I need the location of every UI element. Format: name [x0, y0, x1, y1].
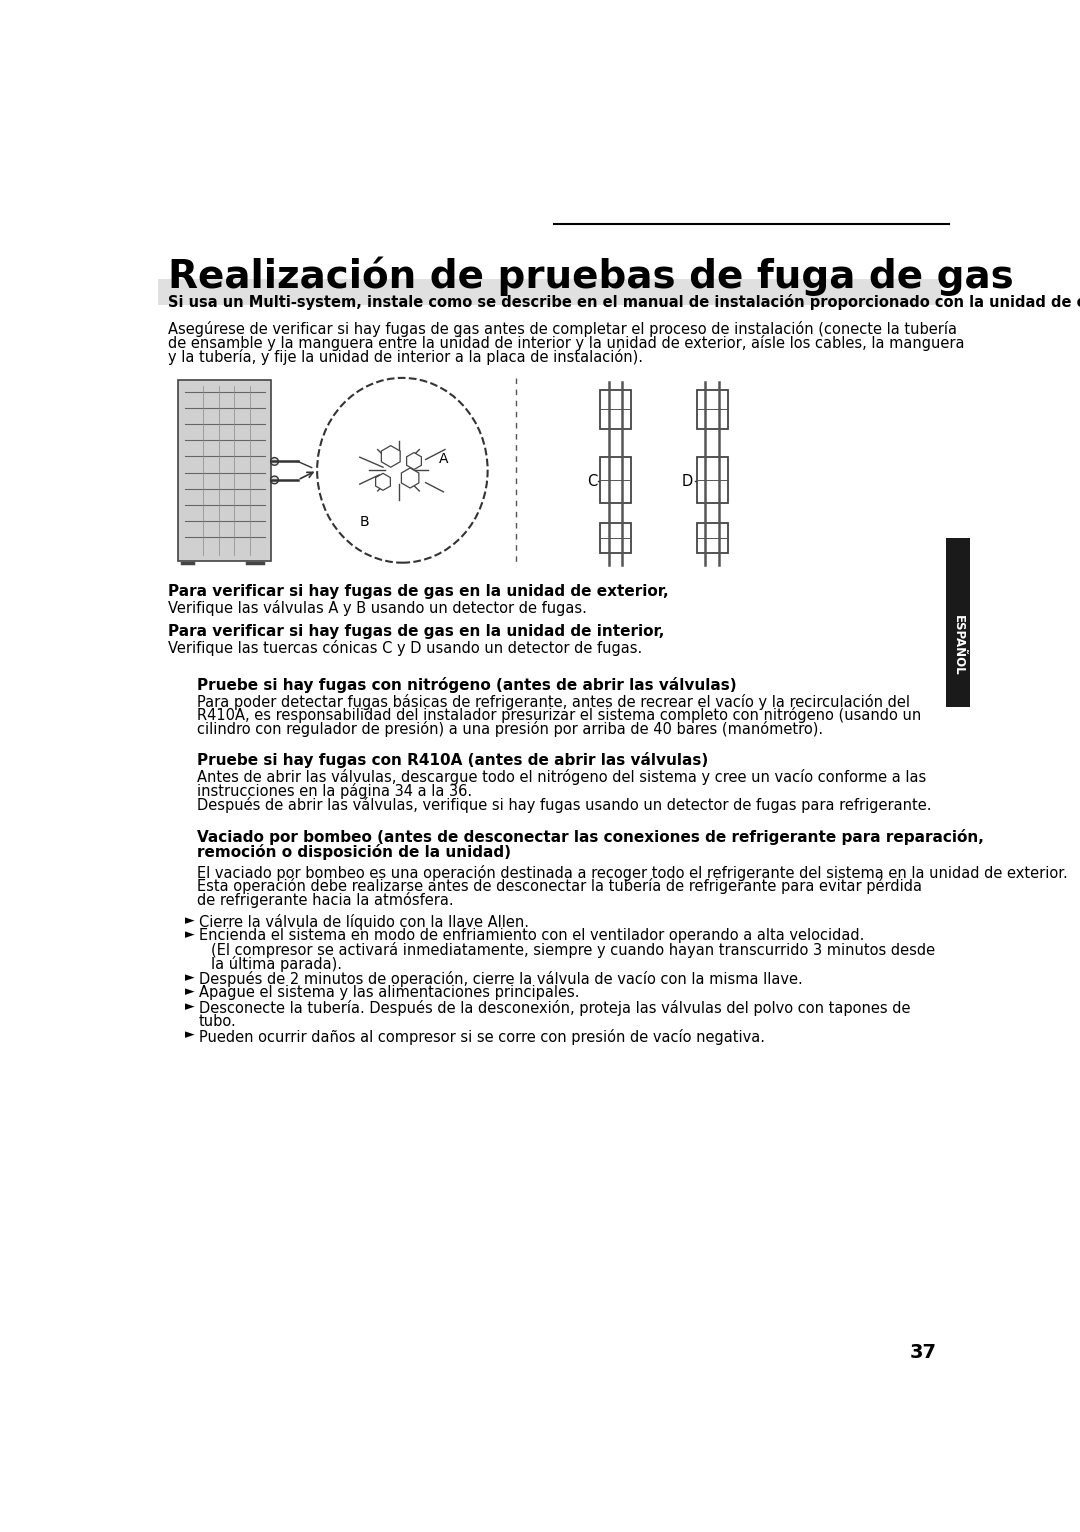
Polygon shape [402, 467, 419, 489]
Text: ►: ► [186, 985, 195, 999]
FancyBboxPatch shape [177, 380, 271, 561]
Text: Asegúrese de verificar si hay fugas de gas antes de completar el proceso de inst: Asegúrese de verificar si hay fugas de g… [167, 320, 957, 337]
Text: ►: ► [186, 913, 195, 927]
Text: Realización de pruebas de fuga de gas: Realización de pruebas de fuga de gas [167, 257, 1013, 297]
Text: Verifique las válvulas A y B usando un detector de fugas.: Verifique las válvulas A y B usando un d… [167, 601, 586, 616]
Text: Desconecte la tubería. Después de la desconexión, proteja las válvulas del polvo: Desconecte la tubería. Después de la des… [199, 1000, 910, 1016]
Text: instrucciones en la página 34 a la 36.: instrucciones en la página 34 a la 36. [197, 783, 472, 798]
Ellipse shape [318, 378, 488, 562]
Text: R410A, es responsabilidad del instalador presurizar el sistema completo con nitr: R410A, es responsabilidad del instalador… [197, 708, 921, 723]
Text: Apague el sistema y las alimentaciones principales.: Apague el sistema y las alimentaciones p… [199, 985, 579, 1000]
Text: Para verificar si hay fugas de gas en la unidad de interior,: Para verificar si hay fugas de gas en la… [167, 624, 664, 639]
Text: la última parada).: la última parada). [211, 956, 342, 973]
Text: A: A [438, 452, 448, 466]
Text: D: D [681, 473, 693, 489]
Text: El vaciado por bombeo es una operación destinada a recoger todo el refrigerante : El vaciado por bombeo es una operación d… [197, 864, 1068, 881]
Text: Verifique las tuercas cónicas C y D usando un detector de fugas.: Verifique las tuercas cónicas C y D usan… [167, 640, 642, 656]
FancyBboxPatch shape [600, 457, 631, 504]
Text: ►: ► [186, 1000, 195, 1013]
Polygon shape [376, 473, 390, 490]
Text: Después de abrir las válvulas, verifique si hay fugas usando un detector de fuga: Después de abrir las válvulas, verifique… [197, 797, 931, 813]
Text: de ensamble y la manguera entre la unidad de interior y la unidad de exterior, a: de ensamble y la manguera entre la unida… [167, 336, 964, 351]
Circle shape [271, 476, 279, 484]
FancyBboxPatch shape [697, 522, 728, 553]
Text: Pueden ocurrir daños al compresor si se corre con presión de vacío negativa.: Pueden ocurrir daños al compresor si se … [199, 1028, 765, 1045]
Text: B: B [360, 515, 369, 529]
Text: remoción o disposición de la unidad): remoción o disposición de la unidad) [197, 844, 511, 861]
Text: 37: 37 [910, 1342, 937, 1362]
Polygon shape [406, 452, 421, 469]
Text: Si usa un Multi-system, instale como se describe en el manual de instalación pro: Si usa un Multi-system, instale como se … [167, 294, 1080, 309]
Text: y la tubería, y fije la unidad de interior a la placa de instalación).: y la tubería, y fije la unidad de interi… [167, 349, 643, 365]
Text: ►: ► [186, 971, 195, 984]
Text: Antes de abrir las válvulas, descargue todo el nitrógeno del sistema y cree un v: Antes de abrir las válvulas, descargue t… [197, 769, 927, 784]
FancyBboxPatch shape [697, 457, 728, 504]
Text: Vaciado por bombeo (antes de desconectar las conexiones de refrigerante para rep: Vaciado por bombeo (antes de desconectar… [197, 829, 984, 846]
Text: ESPAÑOL: ESPAÑOL [951, 614, 964, 676]
Text: Después de 2 minutos de operación, cierre la válvula de vacío con la misma llave: Después de 2 minutos de operación, cierr… [199, 971, 802, 987]
Circle shape [271, 458, 279, 466]
Text: Pruebe si hay fugas con R410A (antes de abrir las válvulas): Pruebe si hay fugas con R410A (antes de … [197, 752, 708, 768]
Text: (El compresor se activará inmediatamente, siempre y cuando hayan transcurrido 3 : (El compresor se activará inmediatamente… [211, 942, 935, 959]
Text: tubo.: tubo. [199, 1014, 237, 1030]
Text: Pruebe si hay fugas con nitrógeno (antes de abrir las válvulas): Pruebe si hay fugas con nitrógeno (antes… [197, 677, 737, 692]
FancyBboxPatch shape [946, 538, 970, 708]
FancyBboxPatch shape [600, 391, 631, 429]
FancyBboxPatch shape [159, 279, 941, 305]
Text: Para poder detectar fugas básicas de refrigerante, antes de recrear el vacío y l: Para poder detectar fugas básicas de ref… [197, 694, 910, 709]
Text: Para verificar si hay fugas de gas en la unidad de exterior,: Para verificar si hay fugas de gas en la… [167, 584, 669, 599]
Text: ►: ► [186, 1028, 195, 1042]
FancyBboxPatch shape [600, 522, 631, 553]
Text: Esta operación debe realizarse antes de desconectar la tubería de refrigerante p: Esta operación debe realizarse antes de … [197, 878, 922, 895]
Text: Encienda el sistema en modo de enfriamiento con el ventilador operando a alta ve: Encienda el sistema en modo de enfriamie… [199, 928, 864, 944]
Polygon shape [381, 446, 401, 467]
Text: C: C [586, 473, 597, 489]
Text: cilindro con regulador de presión) a una presión por arriba de 40 bares (manómet: cilindro con regulador de presión) a una… [197, 722, 823, 737]
FancyBboxPatch shape [697, 391, 728, 429]
Text: de refrigerante hacia la atmósfera.: de refrigerante hacia la atmósfera. [197, 892, 454, 908]
Text: ►: ► [186, 928, 195, 942]
Text: Cierre la válvula de líquido con la llave Allen.: Cierre la válvula de líquido con la llav… [199, 913, 528, 930]
